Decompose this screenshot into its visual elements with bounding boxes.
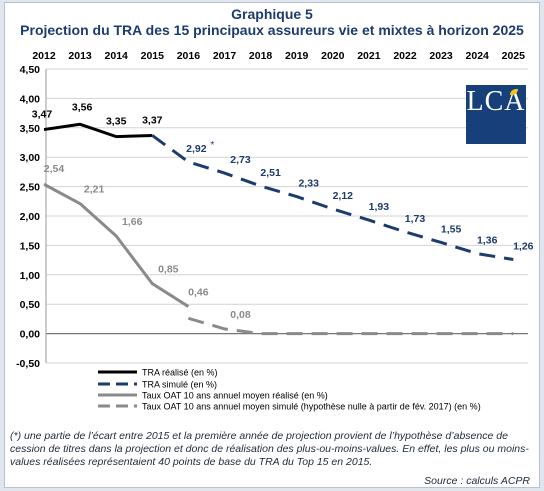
y-tick-label: 2,00: [20, 211, 41, 223]
legend-label: TRA simulé (en %): [142, 380, 217, 390]
series-line-0: [43, 122, 153, 139]
chart-subtitle: Projection du TRA des 15 principaux assu…: [20, 22, 524, 38]
data-label: 2,54: [44, 163, 65, 175]
y-tick-label: 3,50: [20, 123, 41, 135]
x-tick-label: 2012: [32, 50, 56, 62]
source-note: Source : calculs ACPR: [424, 475, 530, 487]
x-tick-label: 2020: [321, 50, 345, 62]
y-tick-label: 2,50: [20, 182, 41, 194]
chart-title: Graphique 5: [231, 6, 313, 22]
y-tick-label: -0,50: [16, 358, 40, 370]
data-label: 3,47: [32, 109, 53, 121]
data-label: 0,85: [158, 264, 179, 276]
x-tick-label: 2013: [68, 50, 92, 62]
x-tick-label: 2022: [393, 50, 417, 62]
data-label: 3,35: [106, 116, 127, 128]
y-tick-label: 1,00: [20, 270, 41, 282]
x-tick-label: 2016: [177, 50, 201, 62]
x-tick-label: 2018: [249, 50, 273, 62]
data-label: 2,73: [230, 154, 251, 166]
series-line-3: [187, 316, 514, 336]
y-tick-label: 0,00: [20, 329, 41, 341]
x-tick-label: 2017: [213, 50, 237, 62]
legend-label: Taux OAT 10 ans annuel moyen simulé (hyp…: [142, 402, 481, 412]
x-tick-label: 2025: [502, 50, 526, 62]
data-label: 1,73: [405, 213, 426, 225]
data-label: 2,21: [84, 184, 105, 196]
data-label: 0,08: [230, 309, 251, 321]
footnote: (*) une partie de l’écart entre 2015 et …: [10, 430, 529, 468]
x-tick-label: 2014: [105, 50, 129, 62]
lca-logo: LCA: [466, 85, 526, 144]
x-tick-label: 2019: [285, 50, 309, 62]
data-label: 3,56: [72, 101, 93, 113]
series-line-2: [43, 182, 190, 308]
data-label: 1,26: [513, 241, 534, 253]
logo-leaf-icon: [510, 89, 518, 95]
y-tick-label: 4,00: [20, 93, 41, 105]
data-label: 2,51: [260, 167, 281, 179]
data-label: 2,12: [333, 190, 354, 202]
footnote-asterisk: *: [210, 140, 214, 151]
data-label: 1,55: [441, 223, 462, 235]
y-tick-label: 1,50: [20, 240, 41, 252]
data-label: 3,37: [142, 114, 163, 126]
x-tick-label: 2024: [466, 50, 490, 62]
x-tick-label: 2015: [141, 50, 165, 62]
x-tick-label: 2023: [429, 50, 453, 62]
y-tick-label: 4,50: [20, 64, 41, 76]
y-tick-label: 3,00: [20, 152, 41, 164]
legend-label: Taux OAT 10 ans annuel moyen réalisé (en…: [142, 391, 328, 401]
data-label: 1,66: [122, 216, 143, 228]
data-label: 0,46: [188, 287, 209, 299]
data-label: 1,36: [477, 235, 498, 247]
legend-label: TRA réalisé (en %): [142, 368, 218, 378]
data-label: 2,33: [298, 178, 319, 190]
data-label: 2,92: [186, 143, 207, 155]
x-tick-label: 2021: [357, 50, 381, 62]
y-tick-label: 0,50: [20, 299, 41, 311]
data-label: 1,93: [369, 201, 390, 213]
